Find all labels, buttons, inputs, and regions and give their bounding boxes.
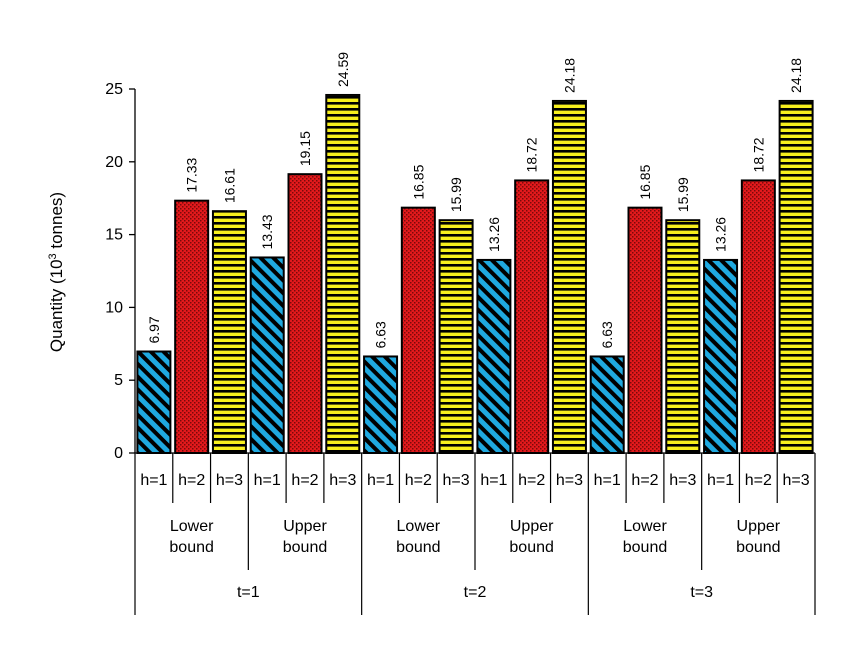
category-axis: h=1 h=2 h=3 h=1 h=2 h=3 h=1 h=2 h=3 h=1 h=2 h=3 h=1 h… xyxy=(135,453,815,615)
data-label: 17.33 xyxy=(184,157,200,192)
bar-h2-t3 xyxy=(629,208,662,453)
series-label: h=2 xyxy=(631,472,658,489)
y-tick-label: 5 xyxy=(114,372,123,389)
data-label: 6.97 xyxy=(146,316,162,343)
series-label: h=3 xyxy=(556,472,583,489)
data-label: 15.99 xyxy=(675,177,691,212)
data-label: 24.59 xyxy=(335,52,351,87)
y-tick-label: 20 xyxy=(105,154,123,171)
bar-h3-t1 xyxy=(213,211,246,453)
data-label: 19.15 xyxy=(297,131,313,166)
series-label: h=1 xyxy=(707,472,734,489)
bar-h2-t3 xyxy=(742,180,775,453)
data-label: 16.85 xyxy=(637,164,653,199)
bound-label-line2: bound xyxy=(396,539,441,556)
bar-h3-t1 xyxy=(326,95,359,453)
bar-h2-t1 xyxy=(175,201,208,453)
data-label: 24.18 xyxy=(561,58,577,93)
y-tick-label: 0 xyxy=(114,445,123,462)
bound-label-line2: bound xyxy=(623,539,668,556)
data-label: 24.18 xyxy=(788,58,804,93)
series-label: h=3 xyxy=(216,472,243,489)
series-label: h=2 xyxy=(178,472,205,489)
bar-h1-t2 xyxy=(477,260,510,453)
y-tick-label: 10 xyxy=(105,299,123,316)
bar-h1-t2 xyxy=(364,356,397,453)
data-label: 15.99 xyxy=(448,177,464,212)
series-label: h=1 xyxy=(140,472,167,489)
bar-chart: Quantity (103 tonnes) 0 5 10 15 20 25 6.97 17.… xyxy=(0,0,860,655)
bar-h3-t3 xyxy=(666,220,699,453)
data-label: 13.43 xyxy=(259,214,275,249)
series-label: h=3 xyxy=(783,472,810,489)
y-axis-title: Quantity (103 tonnes) xyxy=(47,192,66,352)
data-label: 16.85 xyxy=(410,164,426,199)
bar-h2-t1 xyxy=(289,174,322,453)
period-label: t=2 xyxy=(464,584,487,601)
bar-h2-t2 xyxy=(515,180,548,453)
bar-h3-t2 xyxy=(440,220,473,453)
series-label: h=2 xyxy=(405,472,432,489)
bound-label-line1: Lower xyxy=(397,518,441,535)
y-axis: 0 5 10 15 20 25 xyxy=(105,81,135,462)
series-label: h=1 xyxy=(480,472,507,489)
series-label: h=2 xyxy=(291,472,318,489)
series-label: h=2 xyxy=(518,472,545,489)
bar-h1-t1 xyxy=(137,352,170,453)
data-label: 6.63 xyxy=(599,321,615,348)
bound-label-line2: bound xyxy=(169,539,214,556)
series-label: h=1 xyxy=(254,472,281,489)
y-tick-label: 25 xyxy=(105,81,123,98)
period-label: t=3 xyxy=(690,584,713,601)
bound-label-line1: Lower xyxy=(170,518,214,535)
bar-h3-t2 xyxy=(553,101,586,453)
bound-label-line2: bound xyxy=(509,539,554,556)
bars xyxy=(137,95,812,453)
bar-h1-t3 xyxy=(704,260,737,453)
bar-h1-t1 xyxy=(251,257,284,453)
data-label: 13.26 xyxy=(486,217,502,252)
data-label: 6.63 xyxy=(373,321,389,348)
data-label: 18.72 xyxy=(750,137,766,172)
bound-label-line1: Upper xyxy=(283,518,327,535)
bound-label-line1: Lower xyxy=(623,518,667,535)
period-label: t=1 xyxy=(237,584,260,601)
series-label: h=3 xyxy=(443,472,470,489)
y-tick-label: 15 xyxy=(105,227,123,244)
data-label: 16.61 xyxy=(221,168,237,203)
y-axis-title-text: Quantity (103 tonnes) xyxy=(47,192,66,352)
bar-h1-t3 xyxy=(591,356,624,453)
bound-label-line2: bound xyxy=(283,539,328,556)
series-label: h=3 xyxy=(669,472,696,489)
series-label: h=2 xyxy=(745,472,772,489)
bound-label-line2: bound xyxy=(736,539,781,556)
bar-h3-t3 xyxy=(780,101,813,453)
bound-label-line1: Upper xyxy=(737,518,781,535)
data-label: 18.72 xyxy=(524,137,540,172)
bar-h2-t2 xyxy=(402,208,435,453)
series-label: h=1 xyxy=(594,472,621,489)
series-label: h=1 xyxy=(367,472,394,489)
series-label: h=3 xyxy=(329,472,356,489)
bound-label-line1: Upper xyxy=(510,518,554,535)
data-label: 13.26 xyxy=(713,217,729,252)
